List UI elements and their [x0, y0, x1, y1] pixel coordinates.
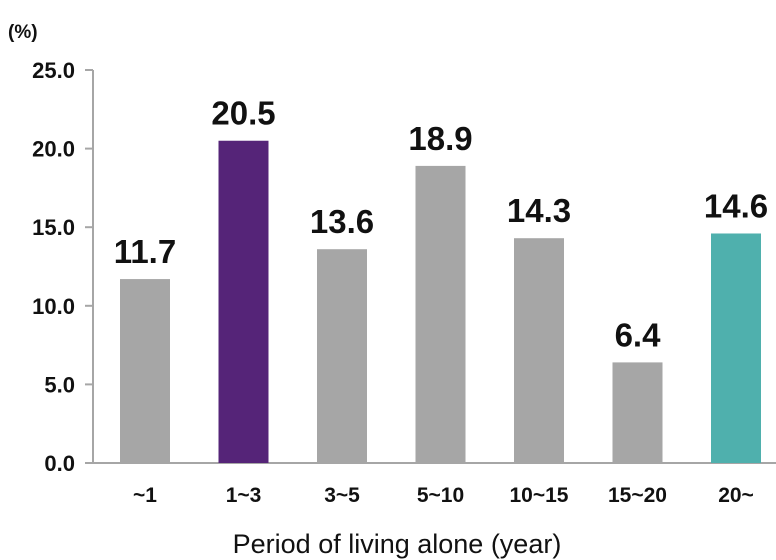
category-label-3: 3~5 [324, 484, 360, 507]
data-label-6: 6.4 [615, 316, 662, 353]
y-tick-label: 15.0 [32, 215, 75, 240]
bar-3 [317, 249, 367, 463]
bar-5 [514, 238, 564, 463]
category-label-7: 20~ [718, 484, 754, 507]
category-label-6: 15~20 [608, 484, 667, 507]
unit-label: (%) [8, 22, 38, 43]
y-tick-label: 25.0 [32, 58, 75, 83]
category-labels-group: ~1 1~3 3~5 5~10 10~15 15~20 20~ [133, 484, 754, 507]
data-label-2: 20.5 [211, 95, 275, 132]
bar-1 [120, 279, 170, 463]
y-tick-label: 10.0 [32, 294, 75, 319]
category-label-4: 5~10 [417, 484, 464, 507]
y-axis-ticks: 0.0 5.0 10.0 15.0 20.0 25.0 [32, 58, 93, 476]
y-tick-label: 20.0 [32, 137, 75, 162]
data-labels-group: 11.7 20.5 13.6 18.9 14.3 6.4 14.6 [114, 95, 768, 354]
data-label-5: 14.3 [507, 192, 571, 229]
bar-4 [415, 165, 466, 463]
data-label-7: 14.6 [704, 187, 768, 224]
category-label-1: ~1 [133, 484, 157, 507]
category-label-2: 1~3 [226, 484, 262, 507]
data-label-3: 13.6 [310, 203, 374, 240]
bars-group [120, 140, 761, 464]
bar-6 [612, 362, 663, 463]
y-tick-label: 5.0 [44, 372, 75, 397]
data-label-4: 18.9 [408, 120, 472, 157]
bar-2 [218, 140, 269, 464]
y-tick-label: 0.0 [44, 451, 75, 476]
bar-7 [711, 233, 761, 463]
category-label-5: 10~15 [510, 484, 569, 507]
x-axis-title: Period of living alone (year) [233, 529, 562, 559]
data-label-1: 11.7 [114, 233, 176, 270]
